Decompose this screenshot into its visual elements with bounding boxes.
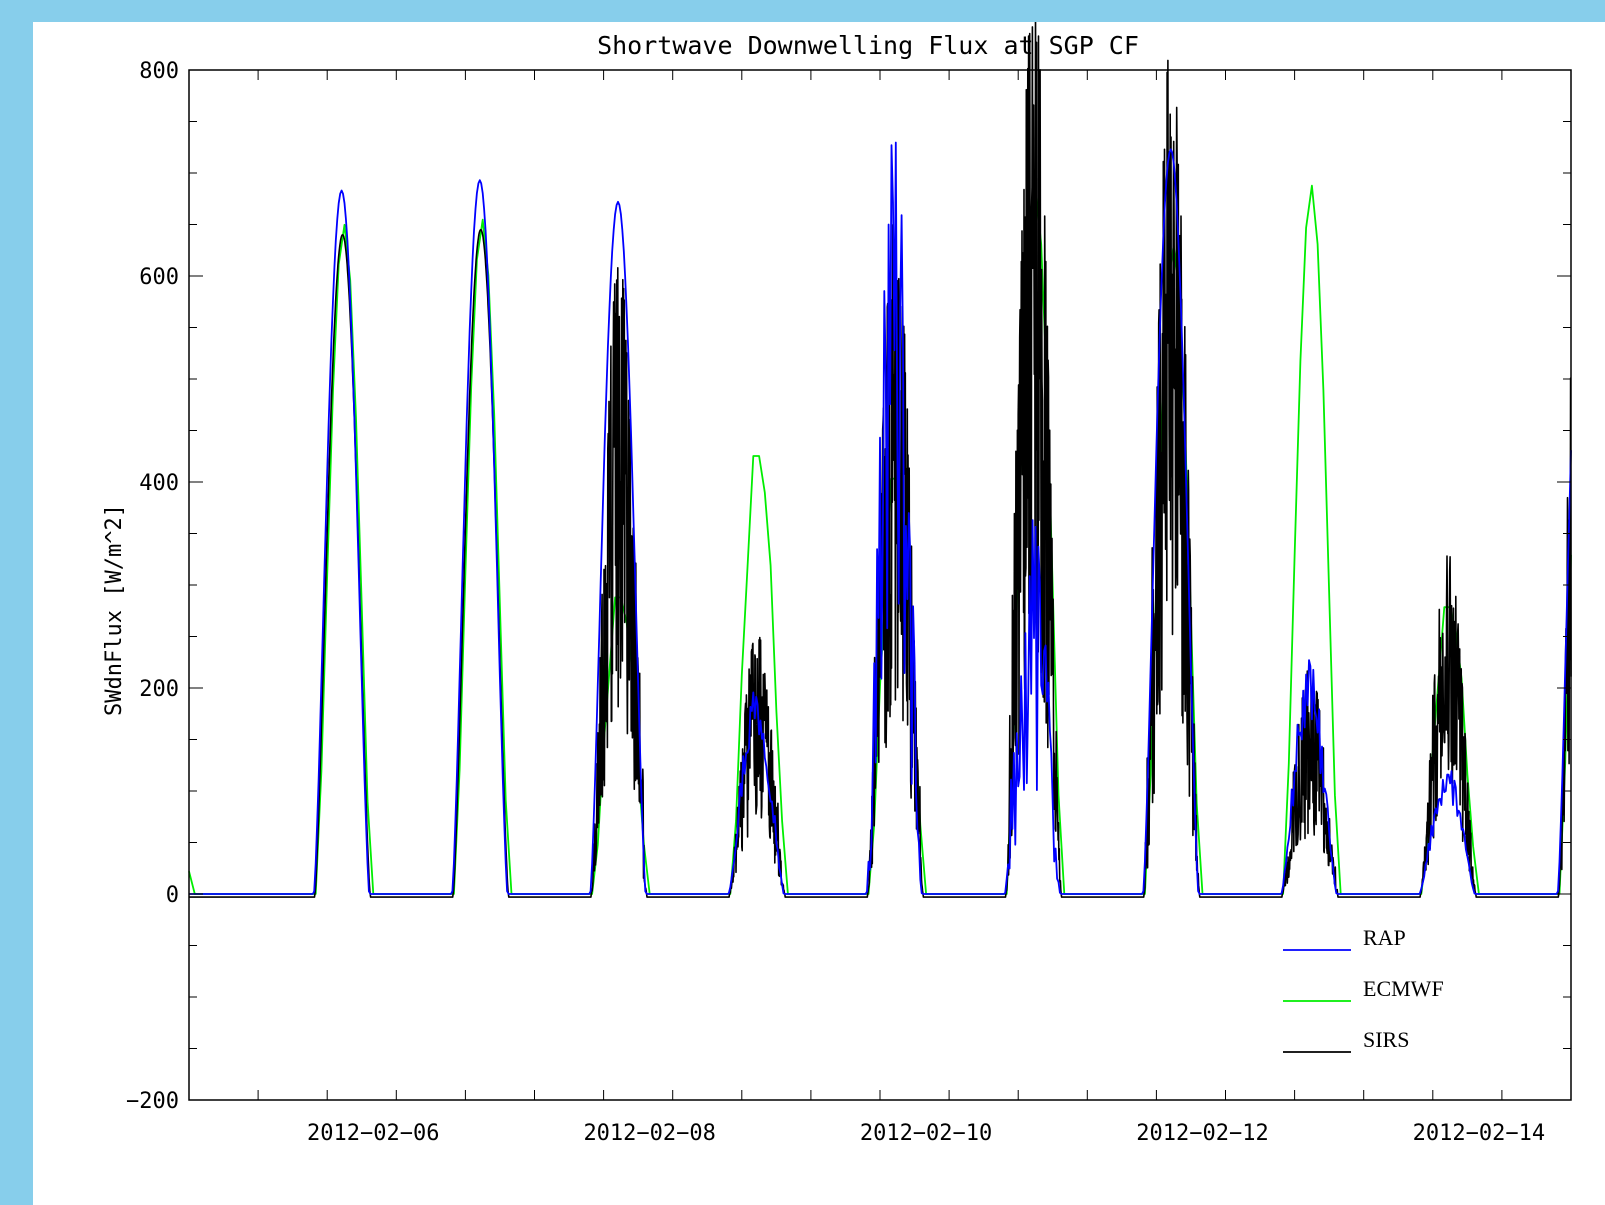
legend-label-rap: RAP xyxy=(1363,925,1406,950)
y-tick-label: −200 xyxy=(126,1089,179,1114)
y-axis-label: SWdnFlux [W/m^2] xyxy=(102,504,127,716)
x-tick-label: 2012−02−10 xyxy=(860,1121,992,1146)
chart-canvas: Shortwave Downwelling Flux at SGP CF SWd… xyxy=(33,22,1605,1205)
x-tick-label: 2012−02−06 xyxy=(307,1121,439,1146)
y-tick-label: 200 xyxy=(139,677,179,702)
y-tick-label: 600 xyxy=(139,265,179,290)
series-layer xyxy=(188,22,1572,898)
legend: RAP ECMWF SIRS xyxy=(1283,925,1444,1053)
line-chart: Shortwave Downwelling Flux at SGP CF SWd… xyxy=(102,22,1572,1146)
x-tick-label: 2012−02−08 xyxy=(583,1121,715,1146)
series-line-rap xyxy=(189,141,1572,895)
y-tick-label: 400 xyxy=(139,471,179,496)
chart-title: Shortwave Downwelling Flux at SGP CF xyxy=(597,31,1139,60)
x-tick-label: 2012−02−14 xyxy=(1413,1121,1545,1146)
series-line-sirs xyxy=(188,22,1572,898)
x-tick-label: 2012−02−12 xyxy=(1136,1121,1268,1146)
axes-layer: −200 0 200 400 600 800 2012−02−06 2012−02−08 201… xyxy=(126,59,1572,1146)
legend-label-sirs: SIRS xyxy=(1363,1027,1409,1052)
y-tick-label: 0 xyxy=(166,883,179,908)
legend-label-ecmwf: ECMWF xyxy=(1363,976,1444,1001)
y-tick-label: 800 xyxy=(139,59,179,84)
